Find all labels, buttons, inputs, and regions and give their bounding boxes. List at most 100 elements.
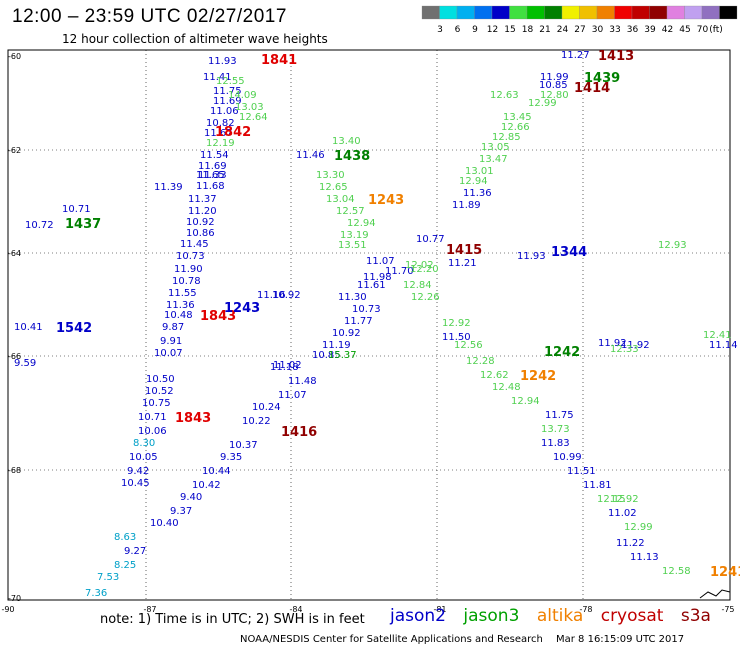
swh-value: 13.51	[338, 240, 367, 251]
swh-value: 10.40	[150, 518, 179, 529]
swh-value: 11.46	[296, 150, 325, 161]
pass-time-label: 1842	[215, 125, 251, 140]
pass-time-label: 1843	[175, 411, 211, 426]
pass-time-label: 1542	[56, 321, 92, 336]
swh-value: 10.78	[172, 276, 201, 287]
swh-value: 11.81	[583, 480, 612, 491]
swh-value: 11.92	[621, 340, 650, 351]
pass-time-label: 1843	[200, 309, 236, 324]
swh-value: 13.03	[235, 102, 264, 113]
scale-swatch	[474, 5, 493, 20]
scale-swatch	[421, 5, 440, 20]
swh-value: 11.50	[442, 332, 471, 343]
swh-value: 12.19	[206, 138, 235, 149]
swh-value: 12.20	[410, 264, 439, 275]
pass-time-label: 1416	[281, 425, 317, 440]
scale-swatch	[614, 5, 633, 20]
scale-label: 3	[437, 25, 443, 35]
swh-value: 11.07	[366, 256, 395, 267]
swh-value: 10.71	[138, 412, 167, 423]
swh-value: 12.94	[347, 218, 376, 229]
axis-labels: -60 -62 -64 -66 -68 -70 -90 -87 -84 -81 -78 -75	[1, 52, 734, 614]
swh-value: 10.42	[192, 480, 221, 491]
swh-value: 11.93	[208, 56, 237, 67]
swh-value: 9.35	[220, 452, 242, 463]
swh-value: 11.92	[598, 338, 627, 349]
pass-time-label: 1415	[446, 243, 482, 258]
swh-value: 13.05	[481, 142, 510, 153]
swh-value: 12.58	[662, 566, 691, 577]
swh-value: 12.48	[492, 382, 521, 393]
swh-value: 11.06	[210, 106, 239, 117]
swh-value: 7.53	[97, 572, 119, 583]
lon-label: -84	[289, 605, 302, 614]
swh-value: 11.54	[200, 150, 229, 161]
swh-value: 10.22	[242, 416, 271, 427]
scale-label: 18	[522, 25, 534, 35]
pass-time-label: 1437	[65, 217, 101, 232]
pass-time-label: 1344	[551, 245, 587, 260]
swh-value: 10.50	[146, 374, 175, 385]
swh-value: 12.41	[703, 330, 732, 341]
swh-value: 11.77	[344, 316, 373, 327]
swh-value: 11.39	[154, 182, 183, 193]
scale-swatch	[544, 5, 563, 20]
swh-value: 13.40	[332, 136, 361, 147]
scale-swatch	[666, 5, 685, 20]
swh-value: 12.80	[540, 90, 569, 101]
swh-value: 10.41	[14, 322, 43, 333]
swh-value: 11.69	[198, 161, 227, 172]
swh-value: 13.19	[340, 230, 369, 241]
lon-label: -75	[721, 605, 734, 614]
swh-value: 12.84	[403, 280, 432, 291]
swh-value: 11.21	[448, 258, 477, 269]
legend-s3a: s3a	[680, 606, 711, 626]
swh-value: 11.65	[196, 170, 225, 181]
scale-swatch	[579, 5, 598, 20]
swh-value: 11.37	[188, 194, 217, 205]
swh-value: 12.92	[610, 494, 639, 505]
swh-value: 10.37	[229, 440, 258, 451]
lat-label: -68	[8, 466, 21, 475]
swh-value: 9.91	[160, 336, 182, 347]
lat-label: -70	[8, 594, 21, 603]
swh-value: 10.82	[206, 118, 235, 129]
swh-value: 11.98	[363, 272, 392, 283]
scale-label: 9	[472, 25, 478, 35]
lon-label: -81	[433, 605, 446, 614]
lat-label: -66	[8, 352, 21, 361]
swh-value: 11.93	[517, 251, 546, 262]
scale-label: 70	[697, 25, 709, 35]
swh-value: 10.07	[154, 348, 183, 359]
swh-value: 10.99	[553, 452, 582, 463]
swh-value: 11.99	[540, 72, 569, 83]
swh-value: 9.42	[127, 466, 149, 477]
swh-value: 9.40	[180, 492, 202, 503]
scale-swatch	[526, 5, 545, 20]
page-title: 12:00 – 23:59 UTC 02/27/2017	[12, 6, 287, 27]
swh-value: 11.02	[273, 360, 302, 371]
swh-value: 11.51	[567, 466, 596, 477]
swh-value: 12.93	[658, 240, 687, 251]
swh-value: 10.85	[312, 350, 341, 361]
pass-time-label: 1243	[224, 301, 260, 316]
pass-time-label: 1242	[520, 369, 556, 384]
swh-value: 13.45	[503, 112, 532, 123]
scale-label: 39	[644, 25, 656, 35]
swh-value: 12.85	[492, 132, 521, 143]
swh-value: 10.75	[142, 398, 171, 409]
swh-value: 10.05	[129, 452, 158, 463]
swh-value: 11.61	[357, 280, 386, 291]
swh-value: 11.02	[608, 508, 637, 519]
scale-label: 24	[557, 25, 569, 35]
swh-value: 12.28	[466, 356, 495, 367]
swh-value: 11.22	[616, 538, 645, 549]
swh-value: 13.73	[541, 424, 570, 435]
swh-value: 11.27	[561, 50, 590, 61]
swh-value: 12.99	[624, 522, 653, 533]
pass-time-label: 1414	[574, 81, 610, 96]
lon-label: -90	[1, 605, 14, 614]
scale-swatch	[456, 5, 475, 20]
pass-time-label: 1242	[544, 345, 580, 360]
swh-value: 11.45	[180, 239, 209, 250]
